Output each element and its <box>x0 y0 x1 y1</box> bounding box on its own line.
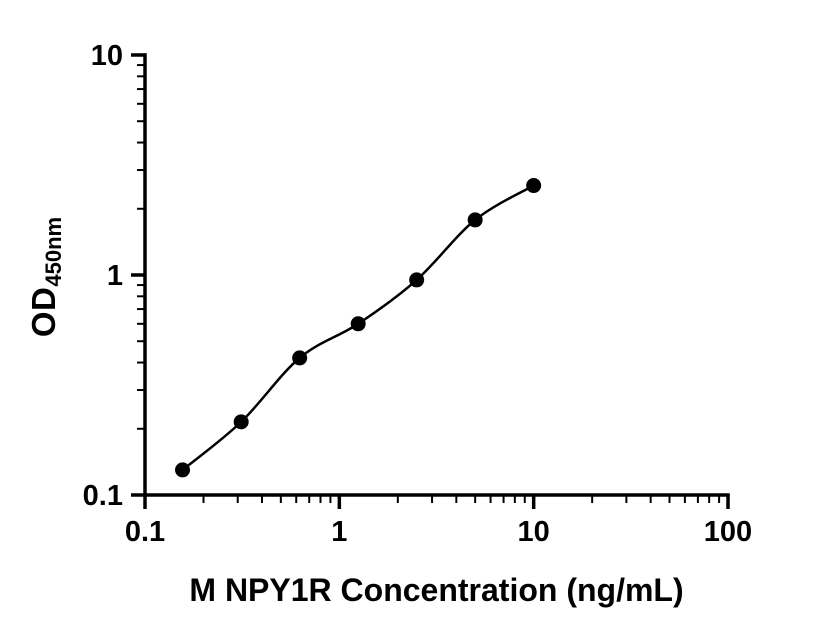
data-point <box>409 272 425 288</box>
y-axis-title-main: OD <box>25 286 62 338</box>
data-point <box>175 462 191 478</box>
x-tick-label: 100 <box>704 516 752 548</box>
data-point <box>350 316 366 332</box>
x-axis-title: M NPY1R Concentration (ng/mL) <box>189 572 684 608</box>
data-point <box>467 212 483 228</box>
y-axis-title: OD450nm <box>25 217 67 337</box>
data-point <box>292 350 308 366</box>
y-axis-title-subscript: 450nm <box>41 216 66 287</box>
y-tick-label: 1 <box>107 260 123 292</box>
x-tick-label: 0.1 <box>125 516 165 548</box>
data-point <box>233 414 249 430</box>
x-tick-label: 1 <box>331 516 347 548</box>
y-tick-label: 10 <box>91 40 123 72</box>
x-tick-label: 10 <box>518 516 550 548</box>
y-tick-label: 0.1 <box>83 480 123 512</box>
data-point <box>526 178 542 194</box>
